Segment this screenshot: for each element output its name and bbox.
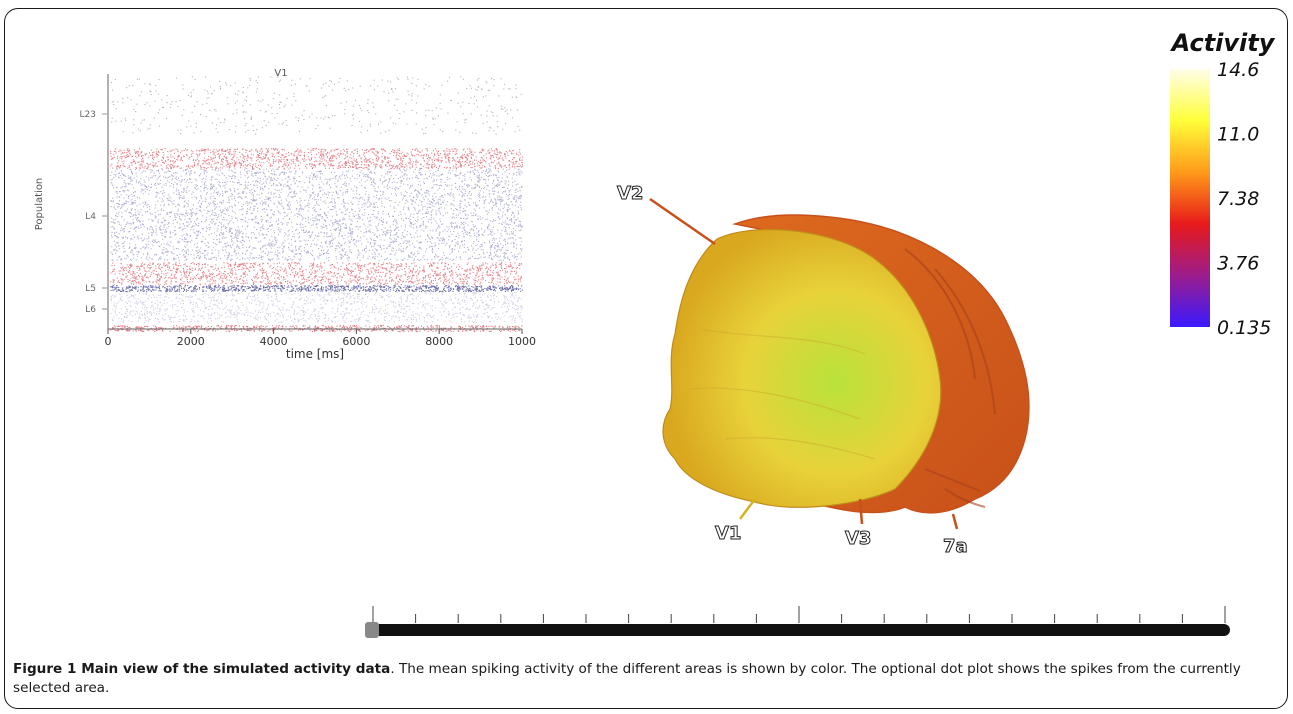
- x-tick-label: 6000: [342, 335, 370, 348]
- caption-text: . The mean spiking activity of the diffe…: [13, 661, 1241, 696]
- colorbar-gradient: [1170, 69, 1210, 327]
- colorbar-tick: 14.6: [1217, 59, 1259, 81]
- leader-line-v1: [739, 498, 756, 520]
- colorbar-tick: 7.38: [1217, 188, 1259, 210]
- time-slider-track[interactable]: [365, 624, 1230, 636]
- leader-line-7a: [951, 513, 959, 530]
- raster-title: V1: [274, 68, 287, 79]
- y-tick-label: L6: [85, 305, 96, 315]
- x-tick-label: 4000: [260, 335, 288, 348]
- raster-ylabel: Population: [34, 178, 45, 231]
- colorbar-title: Activity: [1170, 29, 1276, 57]
- raster-xlabel: time [ms]: [286, 347, 344, 361]
- area-leader-lines: [649, 197, 959, 530]
- caption-label: Figure 1 Main view of the simulated acti…: [13, 661, 391, 677]
- spike-band: [110, 262, 522, 286]
- time-slider-handle[interactable]: [365, 622, 379, 638]
- spike-dot-plot: V1 Population time [ms] L23 L4 L5 L6 0 2000 4…: [34, 68, 536, 361]
- spike-band: [110, 292, 523, 324]
- spike-dots: [110, 76, 524, 333]
- colorbar-tick: 3.76: [1217, 253, 1259, 275]
- leader-line-v2: [649, 197, 716, 246]
- figure-caption: Figure 1 Main view of the simulated acti…: [13, 660, 1278, 698]
- area-main-yellow[interactable]: [662, 228, 942, 508]
- colorbar-tick: 11.0: [1217, 124, 1259, 146]
- activity-colorbar: Activity 14.6 11.0 7.38 3.76 0.135: [1170, 29, 1276, 339]
- y-tick-labels: L23 L4 L5 L6: [80, 110, 107, 315]
- time-slider-ticks: [372, 606, 1226, 623]
- x-tick-label: 2000: [177, 335, 205, 348]
- area-label-v3[interactable]: V3: [845, 528, 872, 550]
- brain-surface-view[interactable]: V2 V1 V3 7a: [605, 169, 1105, 569]
- area-label-v2[interactable]: V2: [617, 183, 644, 205]
- x-tick-label: 8000: [425, 335, 453, 348]
- colorbar-tick-labels: 14.6 11.0 7.38 3.76 0.135: [1217, 59, 1271, 339]
- leader-line-v3: [858, 498, 864, 525]
- area-label-v1[interactable]: V1: [715, 523, 742, 545]
- y-tick-label: L4: [85, 212, 96, 222]
- figure-frame: V1 Population time [ms] L23 L4 L5 L6 0 2000 4…: [4, 8, 1288, 709]
- spike-band: [110, 285, 523, 293]
- area-label-7a[interactable]: 7a: [943, 536, 969, 558]
- y-tick-label: L23: [80, 110, 96, 120]
- spike-band: [111, 76, 522, 135]
- x-tick-label: 1000: [508, 335, 536, 348]
- spike-band: [110, 168, 523, 262]
- time-slider[interactable]: [355, 604, 1235, 649]
- y-tick-label: L5: [85, 284, 96, 294]
- x-tick-label: 0: [105, 335, 112, 348]
- spike-band: [110, 148, 524, 170]
- colorbar-tick: 0.135: [1217, 317, 1271, 339]
- x-tick-labels: 0 2000 4000 6000 8000 1000: [105, 329, 536, 348]
